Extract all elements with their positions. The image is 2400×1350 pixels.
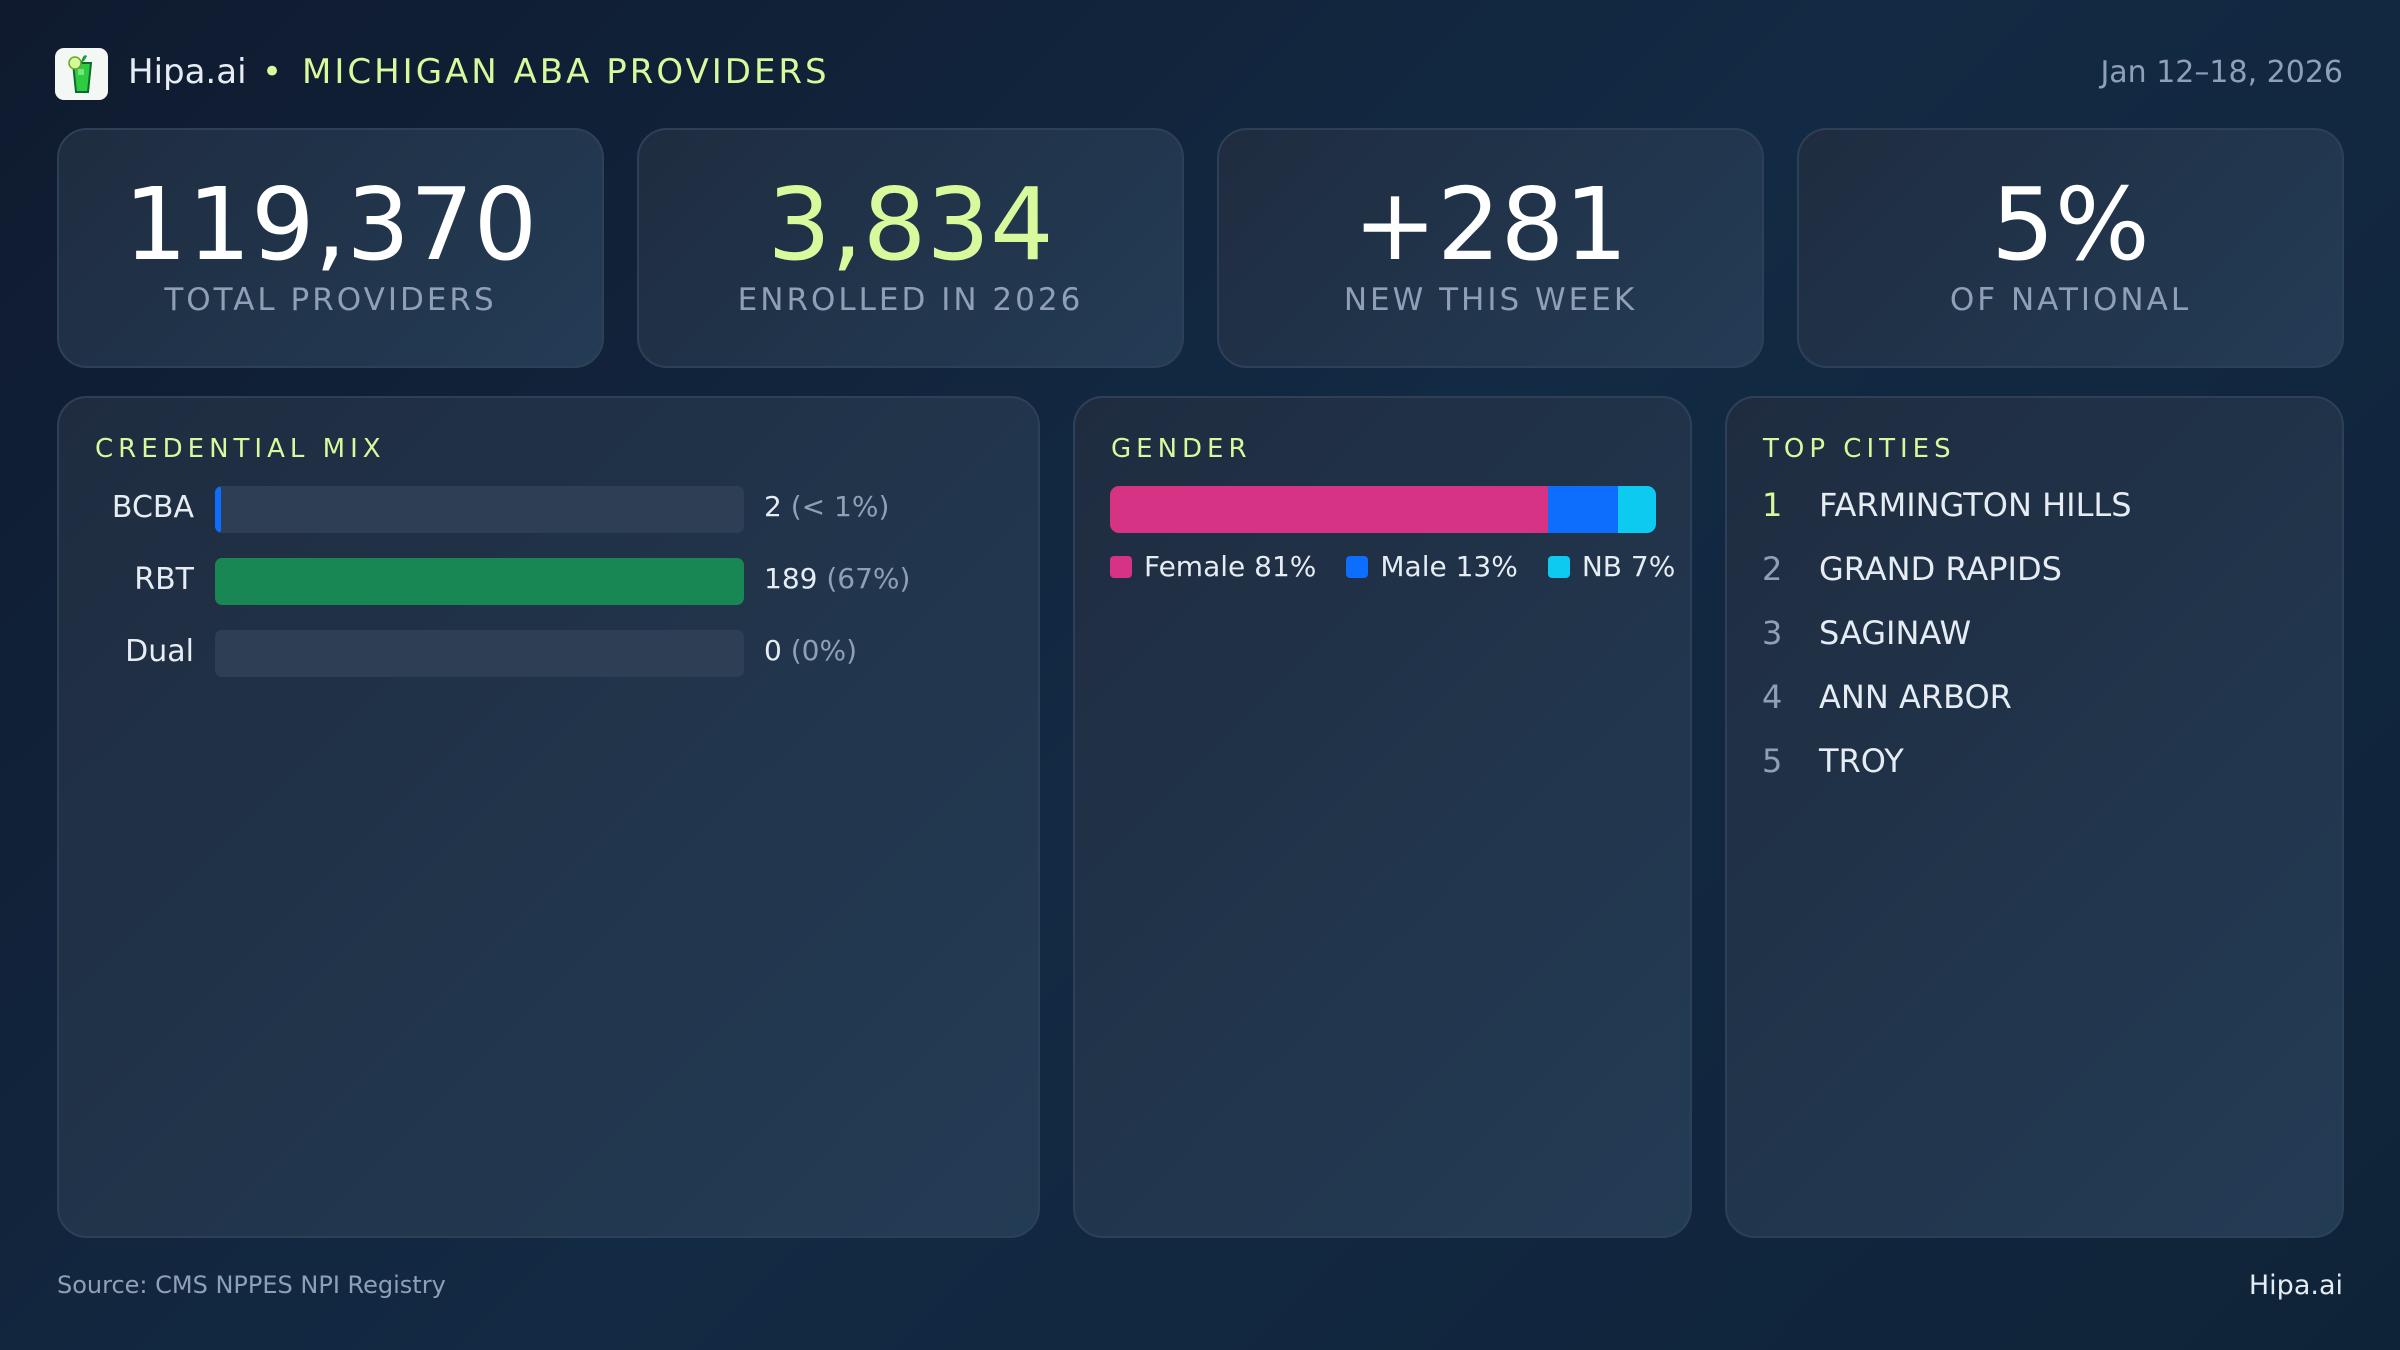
credential-row: BCBA 2 (< 1%) [59,486,1038,533]
kpi-value: 119,370 [123,166,538,283]
credential-value: 0 (0%) [764,634,857,667]
gender-panel: GENDER Female 81% Male 13% NB 7% [1073,396,1692,1238]
brand-name: Hipa.ai [128,52,247,92]
gender-segment [1547,486,1619,533]
credential-percent: (< 1%) [790,490,890,523]
legend-label: Female 81% [1144,550,1317,583]
kpi-label: OF NATIONAL [1949,282,2192,318]
city-rank: 1 [1762,486,1783,524]
source-note: Source: CMS NPPES NPI Registry [57,1271,446,1299]
city-name: ANN ARBOR [1819,678,2012,716]
mojito-glass-icon [67,55,92,93]
city-list-item: 1 FARMINGTON HILLS [1762,486,2132,524]
city-name: GRAND RAPIDS [1819,550,2062,588]
credential-value: 2 (< 1%) [764,490,889,523]
credential-count: 189 [764,562,818,595]
city-name: FARMINGTON HILLS [1819,486,2132,524]
credential-bar-track [215,558,744,605]
kpi-total-providers: 119,370 TOTAL PROVIDERS [57,128,604,368]
page-title: MICHIGAN ABA PROVIDERS [302,52,830,92]
panel-title: CREDENTIAL MIX [95,434,386,464]
city-list-item: 4 ANN ARBOR [1762,678,2012,716]
kpi-of-national: 5% OF NATIONAL [1797,128,2344,368]
gender-stacked-bar [1110,486,1656,533]
city-rank: 2 [1762,550,1783,588]
legend-label: Male 13% [1380,550,1518,583]
credential-row: RBT 189 (67%) [59,558,1038,605]
city-rank: 4 [1762,678,1783,716]
title-separator: • [262,52,283,92]
kpi-label: ENROLLED IN 2026 [737,282,1084,318]
kpi-label: TOTAL PROVIDERS [164,282,497,318]
credential-row: Dual 0 (0%) [59,630,1038,677]
kpi-new-this-week: +281 NEW THIS WEEK [1217,128,1764,368]
city-list-item: 3 SAGINAW [1762,614,1971,652]
city-name: SAGINAW [1819,614,1972,652]
legend-swatch [1346,555,1369,578]
logo [55,48,108,100]
kpi-value: +281 [1353,166,1628,283]
legend-item: Female 81% [1110,550,1316,583]
legend-item: Male 13% [1346,550,1518,583]
kpi-value: 3,834 [767,166,1054,283]
credential-label: RBT [134,562,194,597]
gender-legend: Female 81% Male 13% NB 7% [1110,550,1675,583]
credential-bar-track [215,630,744,677]
city-list-item: 5 TROY [1762,742,1904,780]
credential-bar-fill [215,558,744,605]
city-name: TROY [1819,742,1904,780]
credential-count: 2 [764,490,782,523]
credential-percent: (67%) [826,562,911,595]
panel-title: GENDER [1111,434,1252,464]
kpi-value: 5% [1991,166,2150,283]
legend-item: NB 7% [1547,550,1676,583]
credential-bar-fill [215,486,221,533]
credential-count: 0 [764,634,782,667]
gender-segment [1618,486,1656,533]
legend-swatch [1110,555,1132,578]
gender-segment [1110,486,1548,533]
panel-title: TOP CITIES [1763,434,1956,464]
date-range: Jan 12–18, 2026 [2100,55,2343,90]
city-rank: 5 [1762,742,1783,780]
credential-value: 189 (67%) [764,562,910,595]
footer-brand: Hipa.ai [2248,1270,2343,1301]
credential-mix-panel: CREDENTIAL MIX BCBA 2 (< 1%) RBT 189 (67%… [57,396,1040,1238]
kpi-label: NEW THIS WEEK [1343,282,1638,318]
top-cities-panel: TOP CITIES 1 FARMINGTON HILLS 2 GRAND RAPID… [1725,396,2344,1238]
credential-bar-track [215,486,744,533]
legend-swatch [1547,555,1570,578]
credential-label: Dual [125,634,194,669]
credential-label: BCBA [111,490,194,525]
kpi-enrolled-2026: 3,834 ENROLLED IN 2026 [637,128,1184,368]
city-rank: 3 [1762,614,1783,652]
credential-percent: (0%) [790,634,858,667]
city-list-item: 2 GRAND RAPIDS [1762,550,2062,588]
legend-label: NB 7% [1581,550,1676,583]
